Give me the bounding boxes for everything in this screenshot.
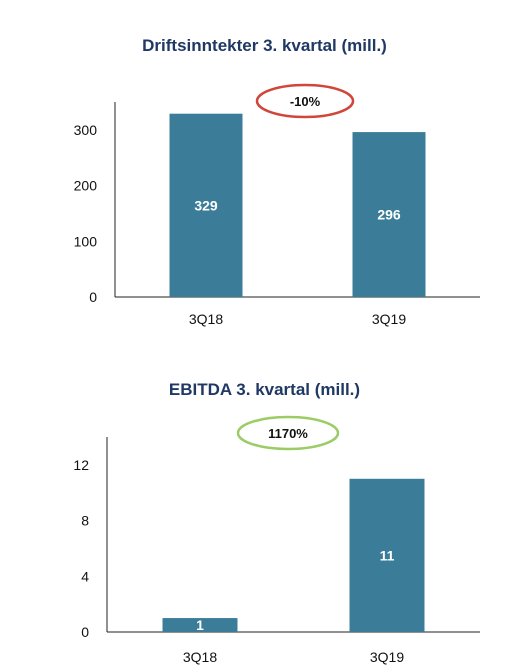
ebitda-y-tick-label: 12 [73, 457, 89, 473]
chart-title-revenue: Driftsinntekter 3. kvartal (mill.) [142, 36, 387, 55]
revenue-y-tick-label: 100 [74, 233, 98, 249]
ebitda-bar-3q19 [349, 478, 425, 632]
ebitda-data-label-3q19: 11 [380, 547, 395, 563]
ebitda-data-label-3q18: 1 [196, 617, 204, 633]
revenue-y-tick-label: 300 [74, 122, 98, 138]
ebitda-category-label-3q19: 3Q19 [370, 649, 404, 665]
ebitda-y-tick-label: 0 [81, 624, 89, 640]
ebitda-change-badge-text: 1170% [268, 426, 308, 441]
revenue-category-label-3q19: 3Q19 [372, 311, 406, 327]
revenue-bar-3q19 [352, 132, 426, 297]
ebitda-y-tick-label: 8 [81, 513, 89, 529]
revenue-y-tick-label: 0 [89, 289, 97, 305]
revenue-bar-3q18 [169, 113, 243, 297]
revenue-bar-chart: 0 100 200 300 329 3Q18 296 3Q19 -10% [74, 83, 480, 327]
revenue-data-label-3q18: 329 [194, 197, 218, 213]
chart-title-ebitda: EBITDA 3. kvartal (mill.) [168, 380, 361, 399]
ebitda-change-badge [236, 415, 340, 451]
revenue-change-badge [255, 83, 355, 119]
ebitda-y-tick-label: 4 [81, 568, 89, 584]
revenue-data-label-3q19: 296 [377, 207, 401, 223]
ebitda-bar-chart: 0 4 8 12 1 3Q18 11 3Q19 1170% [73, 415, 480, 665]
ebitda-bar-3q18 [162, 618, 238, 632]
revenue-y-tick-label: 200 [74, 178, 98, 194]
revenue-category-label-3q18: 3Q18 [189, 311, 223, 327]
ebitda-category-label-3q18: 3Q18 [183, 649, 217, 665]
revenue-change-badge-text: -10% [290, 94, 321, 109]
